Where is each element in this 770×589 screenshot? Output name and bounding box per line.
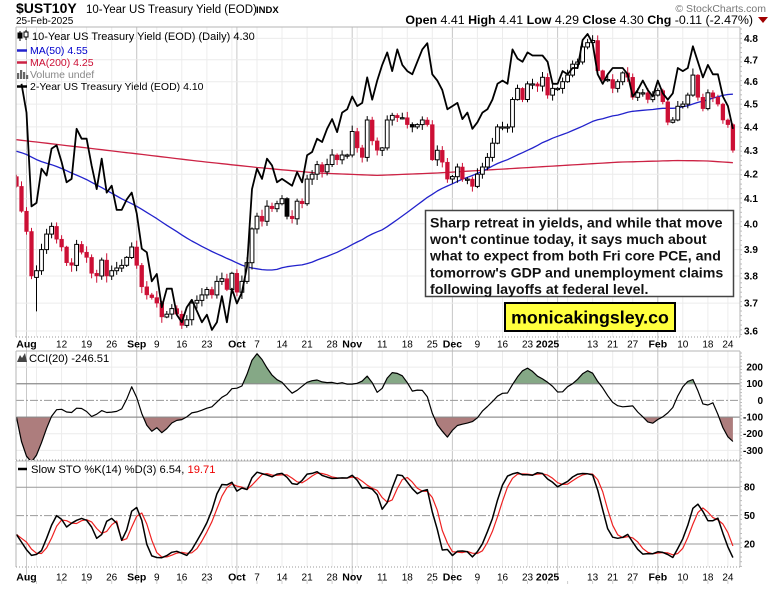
- svg-text:23: 23: [201, 340, 213, 351]
- svg-text:7: 7: [254, 340, 260, 351]
- svg-text:21: 21: [607, 573, 619, 584]
- svg-text:4.8: 4.8: [744, 34, 758, 45]
- svg-text:Nov: Nov: [342, 572, 362, 584]
- svg-text:4.6: 4.6: [744, 77, 758, 88]
- svg-text:2025: 2025: [536, 339, 560, 351]
- svg-text:4.7: 4.7: [744, 55, 758, 66]
- svg-text:Aug: Aug: [16, 339, 36, 351]
- svg-text:2025: 2025: [536, 572, 560, 584]
- svg-text:Feb: Feb: [648, 339, 667, 351]
- svg-text:19: 19: [81, 573, 93, 584]
- svg-text:3.7: 3.7: [744, 299, 758, 310]
- svg-text:Aug: Aug: [16, 572, 36, 584]
- svg-text:11: 11: [377, 340, 388, 351]
- svg-text:Slow STO %K(14) %D(3) 6.54, 19: Slow STO %K(14) %D(3) 6.54, 19.71: [31, 464, 215, 476]
- svg-text:12: 12: [56, 340, 68, 351]
- svg-text:10-Year US Treasury Yield (EOD: 10-Year US Treasury Yield (EOD) (Daily) …: [32, 31, 255, 43]
- svg-text:18: 18: [402, 573, 414, 584]
- svg-text:$UST10Y: $UST10Y: [16, 0, 77, 16]
- svg-text:28: 28: [327, 340, 339, 351]
- svg-text:11: 11: [377, 573, 388, 584]
- svg-text:19: 19: [81, 340, 93, 351]
- svg-text:2-Year US Treasury Yield (EOD): 2-Year US Treasury Yield (EOD) 4.10: [30, 81, 204, 93]
- svg-text:MA(50) 4.55: MA(50) 4.55: [30, 45, 88, 57]
- svg-text:27: 27: [627, 340, 639, 351]
- svg-text:13: 13: [587, 340, 599, 351]
- svg-text:INDX: INDX: [256, 5, 279, 16]
- svg-text:25: 25: [427, 340, 439, 351]
- svg-text:-100: -100: [743, 413, 763, 424]
- svg-text:50: 50: [744, 511, 756, 522]
- svg-text:9: 9: [475, 573, 481, 584]
- svg-text:10: 10: [677, 340, 689, 351]
- svg-text:Open 4.41 High 4.41 Low 4.29 C: Open 4.41 High 4.41 Low 4.29 Close 4.30 …: [405, 13, 753, 27]
- svg-text:4.4: 4.4: [744, 122, 758, 133]
- svg-text:Dec: Dec: [443, 339, 462, 351]
- svg-text:10: 10: [677, 573, 689, 584]
- svg-text:4.0: 4.0: [744, 219, 758, 230]
- svg-text:23: 23: [522, 340, 534, 351]
- svg-text:Sep: Sep: [127, 339, 146, 351]
- svg-text:10-Year US Treasury Yield (EOD: 10-Year US Treasury Yield (EOD): [86, 4, 257, 16]
- svg-text:16: 16: [497, 573, 509, 584]
- svg-text:4.2: 4.2: [744, 170, 758, 181]
- svg-text:23: 23: [201, 573, 213, 584]
- svg-text:Volume undef: Volume undef: [30, 69, 94, 81]
- svg-text:MA(200) 4.25: MA(200) 4.25: [30, 57, 94, 69]
- svg-text:Sep: Sep: [127, 572, 146, 584]
- svg-text:tomorrow's GDP and unemploymen: tomorrow's GDP and unemployment claims: [430, 265, 723, 281]
- svg-text:9: 9: [154, 340, 160, 351]
- svg-text:21: 21: [607, 340, 619, 351]
- svg-text:Feb: Feb: [648, 572, 667, 584]
- svg-text:monicakingsley.co: monicakingsley.co: [511, 308, 669, 328]
- svg-text:16: 16: [497, 340, 509, 351]
- svg-text:14: 14: [276, 573, 288, 584]
- svg-text:80: 80: [744, 483, 756, 494]
- svg-text:0: 0: [757, 396, 763, 407]
- svg-text:27: 27: [627, 573, 639, 584]
- svg-text:4.5: 4.5: [744, 100, 758, 111]
- svg-text:Oct: Oct: [228, 339, 246, 351]
- svg-text:9: 9: [475, 340, 481, 351]
- svg-text:-300: -300: [743, 446, 763, 457]
- svg-text:200: 200: [746, 363, 763, 374]
- svg-text:100: 100: [746, 379, 763, 390]
- svg-text:Oct: Oct: [228, 572, 246, 584]
- svg-text:3.9: 3.9: [744, 245, 758, 256]
- svg-text:21: 21: [302, 573, 314, 584]
- svg-text:18: 18: [402, 340, 414, 351]
- svg-text:26: 26: [106, 340, 118, 351]
- svg-text:12: 12: [56, 573, 68, 584]
- svg-text:14: 14: [276, 340, 288, 351]
- svg-text:what to expect from both Fri c: what to expect from both Fri core PCE, a…: [429, 249, 721, 265]
- svg-text:4.1: 4.1: [744, 194, 758, 205]
- svg-text:25-Feb-2025: 25-Feb-2025: [16, 16, 74, 27]
- svg-text:24: 24: [722, 340, 734, 351]
- svg-text:won't continue today, it says: won't continue today, it says much about: [429, 232, 707, 248]
- svg-text:© StockCharts.com: © StockCharts.com: [675, 3, 766, 15]
- svg-text:4.3: 4.3: [744, 146, 758, 157]
- svg-text:9: 9: [154, 573, 160, 584]
- svg-text:28: 28: [327, 573, 339, 584]
- svg-text:Dec: Dec: [443, 572, 462, 584]
- svg-text:7: 7: [254, 573, 260, 584]
- svg-text:CCI(20) -246.51: CCI(20) -246.51: [29, 353, 109, 365]
- svg-text:18: 18: [702, 573, 714, 584]
- svg-text:Nov: Nov: [342, 339, 362, 351]
- svg-text:23: 23: [522, 573, 534, 584]
- svg-text:following layoffs at federal l: following layoffs at federal level.: [430, 282, 648, 298]
- svg-text:13: 13: [587, 573, 599, 584]
- svg-text:26: 26: [106, 573, 118, 584]
- svg-text:25: 25: [427, 573, 439, 584]
- svg-text:3.6: 3.6: [744, 327, 758, 338]
- svg-text:18: 18: [702, 340, 714, 351]
- svg-text:-200: -200: [743, 429, 763, 440]
- svg-text:21: 21: [302, 340, 314, 351]
- svg-text:20: 20: [744, 540, 756, 551]
- svg-text:Sharp retreat in yields, and w: Sharp retreat in yields, and while that …: [430, 216, 723, 232]
- svg-text:24: 24: [722, 573, 734, 584]
- svg-text:16: 16: [176, 340, 188, 351]
- svg-text:16: 16: [176, 573, 188, 584]
- svg-text:3.8: 3.8: [744, 272, 758, 283]
